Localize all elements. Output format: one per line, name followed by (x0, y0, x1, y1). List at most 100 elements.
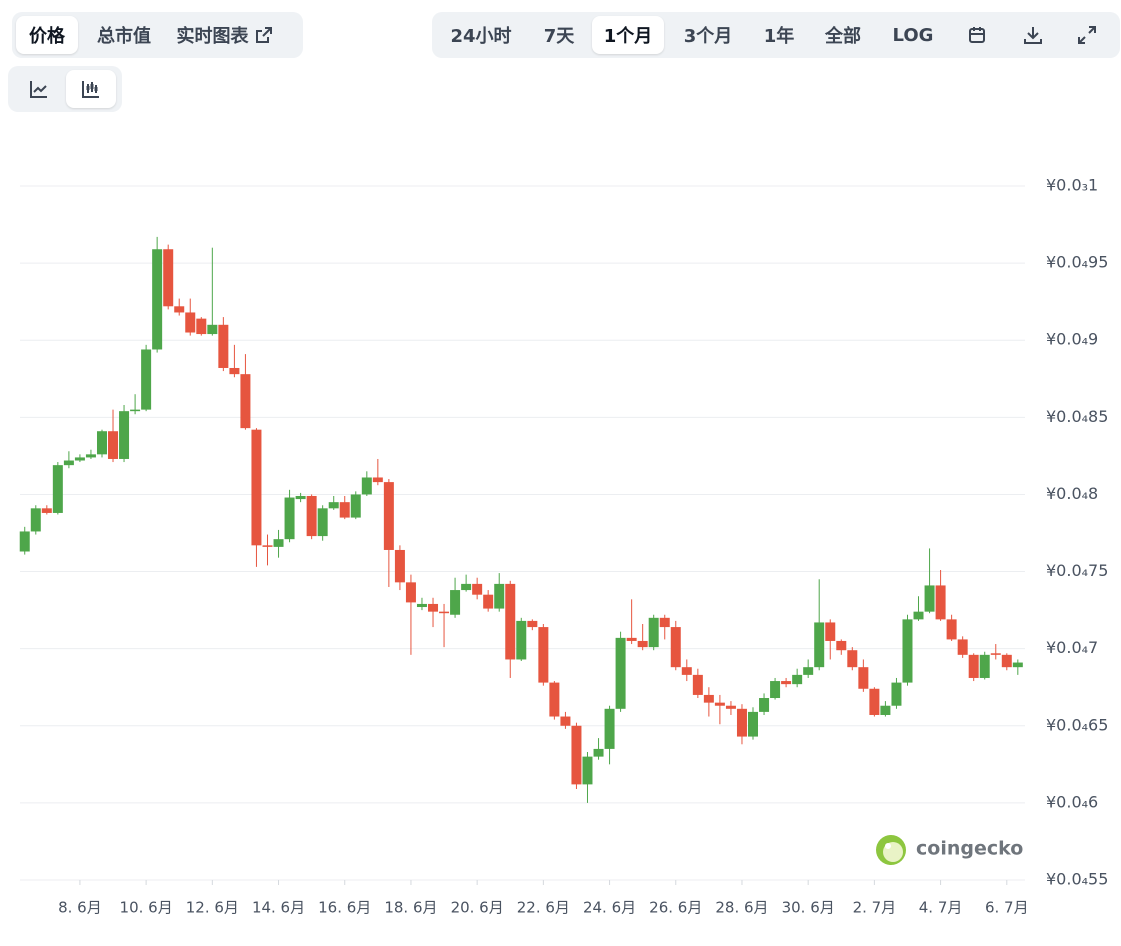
line-icon (30, 81, 47, 98)
x-tick-label: 22. 6月 (517, 899, 570, 917)
line-chart-button[interactable] (12, 70, 66, 108)
candle-body (273, 539, 284, 547)
candle-body (571, 725, 582, 785)
candle-body (692, 674, 703, 695)
candle-body (96, 431, 107, 455)
candle-body (582, 756, 593, 785)
candle-icon (82, 81, 99, 98)
calendar-button[interactable] (946, 16, 1008, 54)
candle-body (174, 306, 185, 313)
candle-body (505, 583, 516, 660)
candle-body (538, 627, 549, 683)
candle-body (891, 682, 902, 706)
candle-body (229, 367, 240, 375)
candle-body (472, 583, 483, 595)
candle-body (924, 585, 935, 612)
candle-body (770, 681, 781, 699)
x-tick-label: 18. 6月 (384, 899, 437, 917)
x-tick-label: 28. 6月 (715, 899, 768, 917)
download-icon (1024, 27, 1042, 44)
candle-body (108, 431, 119, 459)
calendar-icon (969, 27, 985, 43)
candle-body (902, 619, 913, 683)
candle-body (74, 457, 85, 461)
candle-body (935, 585, 946, 620)
y-tick-label: ¥0.0₄8 (1046, 484, 1098, 503)
candle-body (262, 545, 273, 547)
candle-body (141, 349, 152, 410)
candle-body (659, 617, 670, 628)
tab-live-chart[interactable]: 实时图表 (170, 16, 280, 54)
tab-24h[interactable]: 24小时 (450, 26, 512, 47)
tab-live-chart-label: 实时图表 (176, 26, 249, 47)
watermark-text: coingecko (916, 838, 1023, 860)
candle-body (968, 654, 979, 678)
y-tick-label: ¥0.0₄6 (1046, 792, 1098, 811)
download-button[interactable] (1008, 16, 1058, 54)
tab-all[interactable]: 全部 (825, 26, 861, 47)
candle-body (85, 454, 96, 458)
candle-body (946, 619, 957, 640)
candle-body (295, 495, 306, 500)
candle-body (1001, 654, 1012, 668)
candle-body (990, 653, 1001, 655)
plot: ¥0.0₃1 ¥0.0₄95 ¥0.0₄9 ¥0.0₄85 ¥0.0₄8 ¥0.0₄75 ¥… (19, 176, 1108, 917)
candle-body (41, 508, 52, 513)
candle-body (560, 716, 571, 726)
candle-body (516, 620, 527, 660)
candle-body (858, 667, 869, 689)
candle-body (163, 249, 174, 307)
x-tick-label: 24. 6月 (583, 899, 636, 917)
candle-body (207, 324, 218, 335)
candle-body (251, 429, 262, 546)
candle-body (450, 590, 461, 615)
x-tick-label: 14. 6月 (252, 899, 305, 917)
candle-body (130, 409, 141, 412)
candle-body (979, 654, 990, 678)
candle-body (703, 694, 714, 703)
candle-body (394, 549, 405, 583)
tab-market-cap[interactable]: 总市值 (97, 26, 151, 47)
candle-body (439, 611, 450, 614)
candle-chart-button[interactable] (66, 70, 116, 108)
candle-body (240, 374, 251, 429)
external-icon (255, 27, 272, 43)
y-tick-label: ¥0.0₄7 (1046, 638, 1098, 657)
y-tick-label: ¥0.0₄65 (1046, 715, 1108, 734)
tab-1y[interactable]: 1年 (763, 26, 795, 47)
tab-3m[interactable]: 3个月 (683, 26, 733, 47)
candle-body (152, 249, 163, 350)
expand-icon (1078, 26, 1096, 44)
y-tick-label: ¥0.0₄75 (1046, 561, 1108, 580)
candle-body (1012, 662, 1023, 668)
candle-body (626, 637, 637, 641)
candle-body (416, 603, 427, 608)
candle-body (736, 708, 747, 737)
candle-body (196, 318, 207, 335)
candle-body (328, 502, 339, 509)
fullscreen-button[interactable] (1058, 16, 1116, 54)
x-tick-label: 2. 7月 (853, 899, 897, 917)
candle-body (747, 711, 758, 737)
x-tick-label: 26. 6月 (649, 899, 702, 917)
tab-7d[interactable]: 7天 (543, 26, 575, 47)
candle-body (825, 622, 836, 641)
candle-body (604, 708, 615, 749)
x-tick-label: 4. 7月 (919, 899, 963, 917)
x-tick-label: 12. 6月 (186, 899, 239, 917)
tab-log[interactable]: LOG (892, 24, 934, 46)
y-tick-label: ¥0.0₃1 (1046, 176, 1098, 195)
candle-body (483, 594, 494, 609)
candle-body (527, 620, 538, 628)
candle-body (725, 705, 736, 709)
tab-1m[interactable]: 1个月 (592, 16, 664, 54)
candle-body (549, 682, 560, 717)
chart-style-tabs (8, 66, 122, 112)
watermark: coingecko (876, 835, 1023, 865)
candle-body (681, 667, 692, 675)
candle-body (361, 477, 372, 495)
tab-price[interactable]: 价格 (16, 16, 78, 54)
candle-body (803, 667, 814, 675)
candle-body (383, 482, 394, 550)
candle-body (792, 674, 803, 685)
